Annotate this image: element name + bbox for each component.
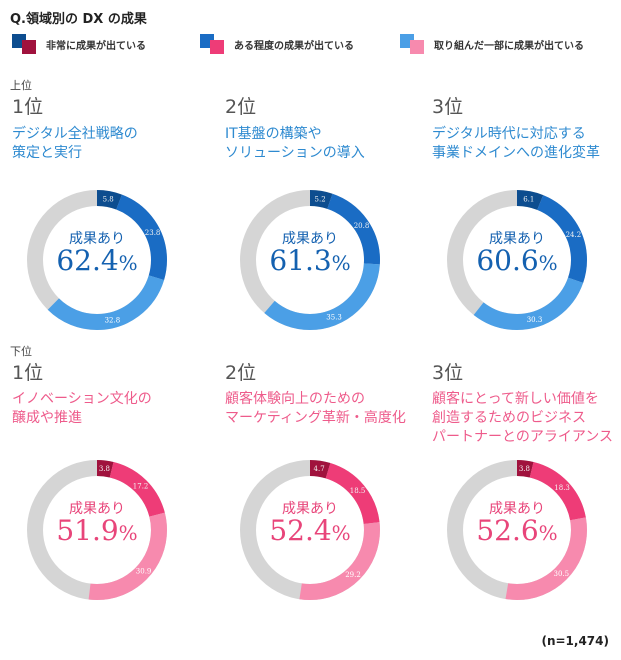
total-value: 52.6% [437, 514, 597, 547]
total-number: 62.4 [56, 244, 119, 277]
donut-segment [240, 190, 380, 330]
segment-value-label: 6.1 [523, 196, 534, 204]
center-label: 成果あり [489, 501, 545, 517]
percent-sign: % [538, 251, 558, 275]
percent-sign: % [331, 521, 351, 545]
legend-swatch [12, 34, 38, 54]
legend-label: 非常に成果が出ている [46, 40, 146, 52]
segment-value-label: 24.2 [566, 231, 582, 239]
segment-value-label: 5.8 [103, 196, 114, 204]
donut-segment [240, 460, 380, 600]
total-number: 61.3 [269, 244, 332, 277]
legend-item-partial: 取り組んだ一部に成果が出ている [400, 34, 584, 54]
section-label-top: 上位 [10, 79, 32, 92]
donut-chart: 3.8 18.3 30.5 成果あり 52.6% [437, 450, 597, 610]
rank-label: 3位 [432, 362, 464, 384]
donut-svg: 5.8 23.8 32.8 [27, 190, 167, 330]
segment-value-label: 3.8 [519, 465, 530, 473]
donut-segment [447, 190, 587, 330]
donut-chart: 5.8 23.8 32.8 成果あり 62.4% [17, 180, 177, 340]
donut-svg: 6.1 24.2 30.3 [447, 190, 587, 330]
segment-value-label: 29.2 [345, 571, 361, 579]
segment-value-label: 4.7 [314, 465, 325, 473]
percent-sign: % [331, 251, 351, 275]
donut-segment [27, 460, 167, 600]
segment-value-label: 30.3 [527, 316, 543, 324]
total-value: 51.9% [17, 514, 177, 547]
rank-label: 1位 [12, 362, 44, 384]
segment-value-label: 35.3 [326, 314, 342, 322]
donut-chart: 3.8 17.2 30.9 成果あり 51.9% [17, 450, 177, 610]
donut-segment [447, 190, 587, 330]
donut-segment [27, 190, 167, 330]
total-value: 61.3% [230, 244, 390, 277]
legend-label: ある程度の成果が出ている [234, 40, 354, 52]
total-number: 60.6 [476, 244, 539, 277]
rank-label: 3位 [432, 96, 464, 118]
percent-sign: % [538, 521, 558, 545]
total-number: 52.6 [476, 514, 539, 547]
center-label: 成果あり [282, 501, 338, 517]
center-label: 成果あり [489, 231, 545, 247]
donut-svg: 3.8 18.3 30.5 [447, 460, 587, 600]
segment-value-label: 5.2 [315, 195, 326, 203]
percent-sign: % [118, 521, 138, 545]
donut-svg: 4.7 18.5 29.2 [240, 460, 380, 600]
segment-value-label: 3.8 [99, 465, 110, 473]
total-number: 51.9 [56, 514, 119, 547]
domain-title: 顧客体験向上のための マーケティング革新・高度化 [225, 391, 406, 426]
legend-swatch [200, 34, 226, 54]
legend-item-very: 非常に成果が出ている [12, 34, 146, 54]
legend-item-some: ある程度の成果が出ている [200, 34, 354, 54]
page-title: Q.領域別の DX の成果 [10, 12, 147, 27]
domain-title: デジタル全社戦略の 策定と実行 [12, 126, 138, 161]
segment-value-label: 32.8 [105, 317, 121, 325]
rank-label: 2位 [225, 362, 257, 384]
domain-title: デジタル時代に対応する 事業ドメインへの進化変革 [432, 126, 600, 161]
total-value: 60.6% [437, 244, 597, 277]
rank-label: 2位 [225, 96, 257, 118]
donut-chart: 5.2 20.8 35.3 成果あり 61.3% [230, 180, 390, 340]
segment-value-label: 20.8 [354, 222, 370, 230]
domain-title: IT基盤の構築や ソリューションの導入 [225, 126, 365, 161]
segment-value-label: 30.9 [136, 567, 152, 575]
total-number: 52.4 [269, 514, 332, 547]
segment-value-label: 17.2 [133, 482, 149, 490]
donut-segment [240, 460, 380, 600]
legend-label: 取り組んだ一部に成果が出ている [434, 40, 584, 52]
domain-title: 顧客にとって新しい価値を 創造するためのビジネス パートナーとのアライアンス [432, 391, 614, 445]
rank-label: 1位 [12, 96, 44, 118]
sample-size-label: (n=1,474) [541, 634, 609, 648]
segment-value-label: 18.5 [350, 487, 366, 495]
center-label: 成果あり [282, 231, 338, 247]
donut-svg: 5.2 20.8 35.3 [240, 190, 380, 330]
donut-chart: 4.7 18.5 29.2 成果あり 52.4% [230, 450, 390, 610]
center-label: 成果あり [69, 501, 125, 517]
percent-sign: % [118, 251, 138, 275]
segment-value-label: 23.8 [145, 229, 161, 237]
section-label-bottom: 下位 [10, 345, 32, 358]
center-label: 成果あり [69, 231, 125, 247]
total-value: 62.4% [17, 244, 177, 277]
donut-chart: 6.1 24.2 30.3 成果あり 60.6% [437, 180, 597, 340]
segment-value-label: 18.3 [554, 484, 570, 492]
donut-segment [27, 190, 167, 330]
legend-swatch [400, 34, 426, 54]
domain-title: イノベーション文化の 醸成や推進 [12, 391, 152, 426]
donut-segment [27, 190, 167, 330]
donut-segment [240, 190, 380, 330]
donut-segment [447, 460, 587, 600]
segment-value-label: 30.5 [554, 570, 570, 578]
total-value: 52.4% [230, 514, 390, 547]
donut-segment [240, 190, 380, 330]
donut-segment [447, 190, 587, 330]
donut-segment [447, 460, 587, 600]
donut-segment [27, 460, 167, 600]
donut-svg: 3.8 17.2 30.9 [27, 460, 167, 600]
